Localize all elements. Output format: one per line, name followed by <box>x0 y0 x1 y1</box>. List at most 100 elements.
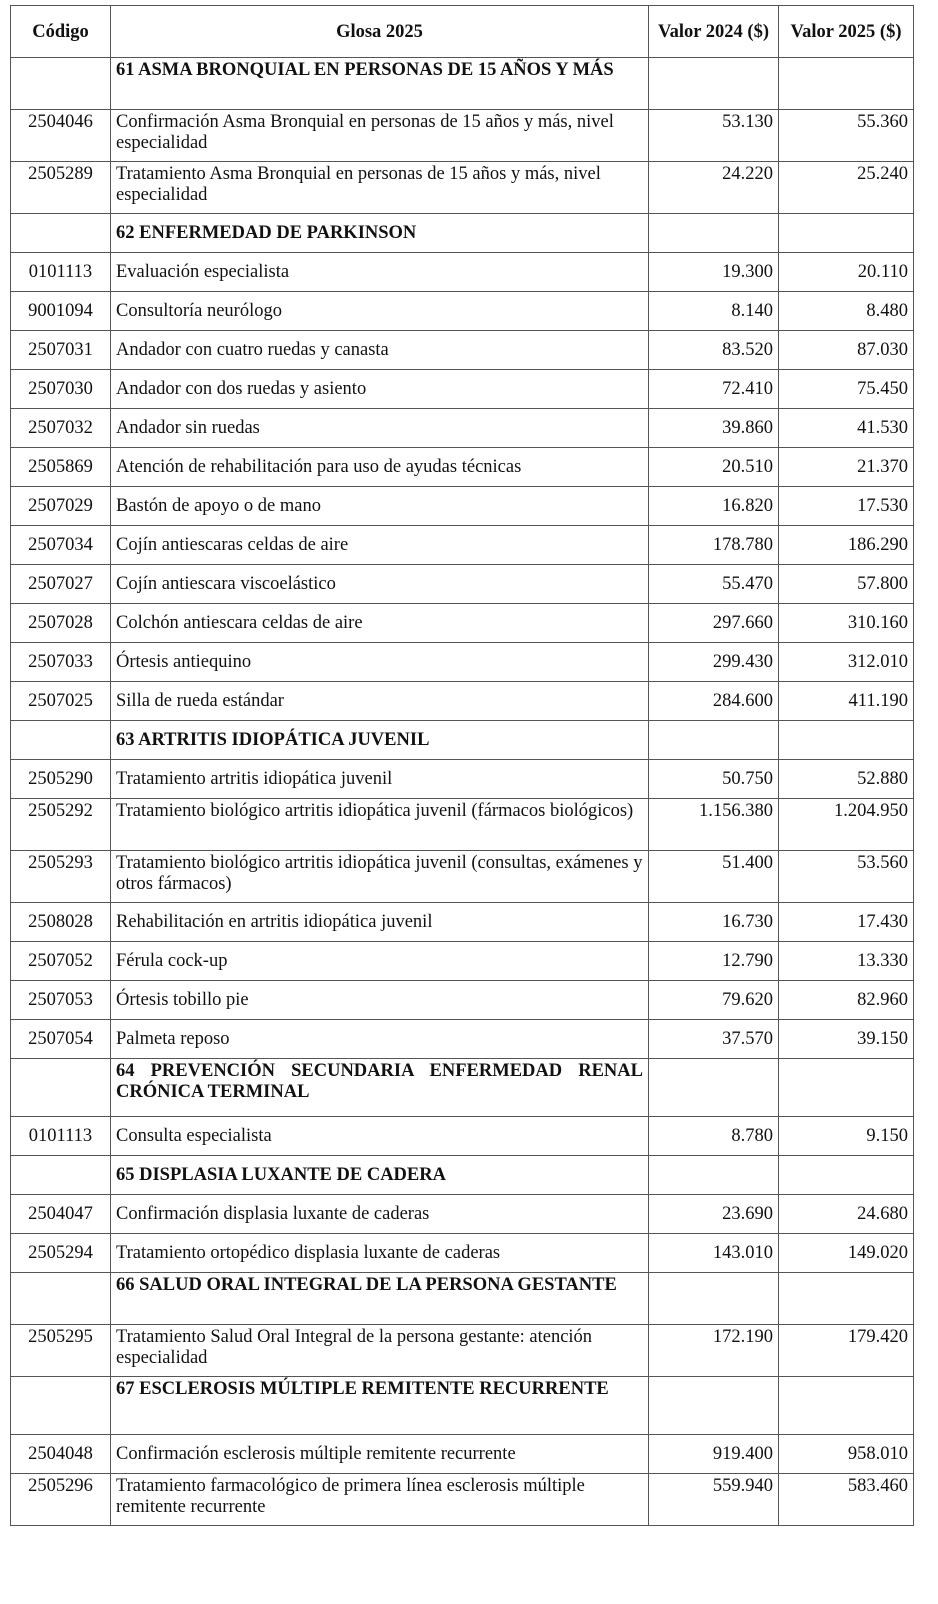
empty-cell <box>778 57 914 110</box>
valor-2025-cell: 583.460 <box>778 1473 914 1526</box>
glosa-cell: Atención de rehabilitación para uso de a… <box>110 447 649 487</box>
table-row: 2507027 Cojín antiescara viscoelástico 55.… <box>10 564 914 604</box>
glosa-cell: Tratamiento biológico artritis idiopátic… <box>110 850 649 903</box>
code-cell: 2505295 <box>10 1324 111 1377</box>
glosa-cell: Cojín antiescara viscoelástico <box>110 564 649 604</box>
glosa-cell: Colchón antiescara celdas de aire <box>110 603 649 643</box>
table-row: 2508028 Rehabilitación en artritis idiopá… <box>10 902 914 942</box>
valor-2024-cell: 53.130 <box>648 109 779 162</box>
glosa-cell: Rehabilitación en artritis idiopática ju… <box>110 902 649 942</box>
table-row: 2507033 Órtesis antiequino 299.430 312.010 <box>10 642 914 682</box>
section-title: 61 ASMA BRONQUIAL EN PERSONAS DE 15 AÑOS… <box>110 57 649 110</box>
valor-2025-cell: 57.800 <box>778 564 914 604</box>
code-cell: 2507030 <box>10 369 111 409</box>
empty-cell <box>10 1058 111 1117</box>
valor-2024-cell: 16.820 <box>648 486 779 526</box>
glosa-cell: Tratamiento ortopédico displasia luxante… <box>110 1233 649 1273</box>
code-cell: 2505292 <box>10 798 111 851</box>
empty-cell <box>778 1155 914 1195</box>
glosa-cell: Tratamiento Asma Bronquial en personas d… <box>110 161 649 214</box>
glosa-cell: Andador con dos ruedas y asiento <box>110 369 649 409</box>
code-cell: 2507053 <box>10 980 111 1020</box>
empty-cell <box>10 720 111 760</box>
valor-2024-cell: 284.600 <box>648 681 779 721</box>
valor-2025-cell: 411.190 <box>778 681 914 721</box>
valor-2024-cell: 8.780 <box>648 1116 779 1156</box>
glosa-cell: Tratamiento Salud Oral Integral de la pe… <box>110 1324 649 1377</box>
code-cell: 0101113 <box>10 252 111 292</box>
code-cell: 2505296 <box>10 1473 111 1526</box>
valor-2025-cell: 24.680 <box>778 1194 914 1234</box>
code-cell: 2507052 <box>10 941 111 981</box>
code-cell: 2505289 <box>10 161 111 214</box>
code-cell: 2507025 <box>10 681 111 721</box>
valor-2025-cell: 13.330 <box>778 941 914 981</box>
table-row: 2507054 Palmeta reposo 37.570 39.150 <box>10 1019 914 1059</box>
valor-2024-cell: 37.570 <box>648 1019 779 1059</box>
empty-cell <box>648 57 779 110</box>
code-cell: 2507027 <box>10 564 111 604</box>
glosa-cell: Cojín antiescaras celdas de aire <box>110 525 649 565</box>
empty-cell <box>648 1155 779 1195</box>
code-cell: 2505290 <box>10 759 111 799</box>
table-row: 2505290 Tratamiento artritis idiopática j… <box>10 759 914 799</box>
section-title: 62 ENFERMEDAD DE PARKINSON <box>110 213 649 253</box>
valor-2025-cell: 87.030 <box>778 330 914 370</box>
glosa-cell: Andador sin ruedas <box>110 408 649 448</box>
valor-2024-cell: 39.860 <box>648 408 779 448</box>
table-row: 2505295 Tratamiento Salud Oral Integral d… <box>10 1324 914 1377</box>
valor-2025-cell: 8.480 <box>778 291 914 331</box>
section-row: 64 PREVENCIÓN SECUNDARIA ENFERMEDAD RENA… <box>10 1058 914 1117</box>
section-title: 63 ARTRITIS IDIOPÁTICA JUVENIL <box>110 720 649 760</box>
table-row: 0101113 Evaluación especialista 19.300 20.1… <box>10 252 914 292</box>
glosa-cell: Palmeta reposo <box>110 1019 649 1059</box>
valor-2024-cell: 1.156.380 <box>648 798 779 851</box>
valor-2025-cell: 179.420 <box>778 1324 914 1377</box>
table-row: 2507028 Colchón antiescara celdas de aire… <box>10 603 914 643</box>
code-cell: 2504047 <box>10 1194 111 1234</box>
table-row: 9001094 Consultoría neurólogo 8.140 8.480 <box>10 291 914 331</box>
section-row: 63 ARTRITIS IDIOPÁTICA JUVENIL <box>10 720 914 760</box>
section-title: 66 SALUD ORAL INTEGRAL DE LA PERSONA GES… <box>110 1272 649 1325</box>
valor-2024-cell: 8.140 <box>648 291 779 331</box>
valor-2025-cell: 20.110 <box>778 252 914 292</box>
section-row: 67 ESCLEROSIS MÚLTIPLE REMITENTE RECURRE… <box>10 1376 914 1435</box>
valor-2025-cell: 149.020 <box>778 1233 914 1273</box>
glosa-cell: Tratamiento biológico artritis idiopátic… <box>110 798 649 851</box>
glosa-cell: Bastón de apoyo o de mano <box>110 486 649 526</box>
table-row: 2507053 Órtesis tobillo pie 79.620 82.960 <box>10 980 914 1020</box>
empty-cell <box>648 213 779 253</box>
table-row: 2504047 Confirmación displasia luxante de… <box>10 1194 914 1234</box>
section-row: 62 ENFERMEDAD DE PARKINSON <box>10 213 914 253</box>
header-row: Código Glosa 2025 Valor 2024 ($) Valor 2… <box>10 5 914 58</box>
header-valor-2024: Valor 2024 ($) <box>648 5 779 58</box>
table-row: 2505292 Tratamiento biológico artritis id… <box>10 798 914 851</box>
empty-cell <box>648 1376 779 1435</box>
glosa-cell: Confirmación displasia luxante de cadera… <box>110 1194 649 1234</box>
glosa-cell: Evaluación especialista <box>110 252 649 292</box>
code-cell: 2504046 <box>10 109 111 162</box>
empty-cell <box>778 1058 914 1117</box>
glosa-cell: Confirmación Asma Bronquial en personas … <box>110 109 649 162</box>
valor-2025-cell: 52.880 <box>778 759 914 799</box>
header-code: Código <box>10 5 111 58</box>
valor-2025-cell: 21.370 <box>778 447 914 487</box>
table-row: 2504048 Confirmación esclerosis múltiple … <box>10 1434 914 1474</box>
glosa-cell: Tratamiento farmacológico de primera lín… <box>110 1473 649 1526</box>
table-row: 2505293 Tratamiento biológico artritis id… <box>10 850 914 903</box>
empty-cell <box>10 1376 111 1435</box>
table-row: 2507034 Cojín antiescaras celdas de aire 1… <box>10 525 914 565</box>
code-cell: 2507028 <box>10 603 111 643</box>
glosa-cell: Consulta especialista <box>110 1116 649 1156</box>
empty-cell <box>778 213 914 253</box>
empty-cell <box>648 1058 779 1117</box>
price-table: Código Glosa 2025 Valor 2024 ($) Valor 2… <box>10 5 914 1526</box>
valor-2024-cell: 50.750 <box>648 759 779 799</box>
valor-2025-cell: 55.360 <box>778 109 914 162</box>
section-title: 64 PREVENCIÓN SECUNDARIA ENFERMEDAD RENA… <box>110 1058 649 1117</box>
glosa-cell: Órtesis antiequino <box>110 642 649 682</box>
table-row: 2507031 Andador con cuatro ruedas y canas… <box>10 330 914 370</box>
section-title: 65 DISPLASIA LUXANTE DE CADERA <box>110 1155 649 1195</box>
valor-2025-cell: 958.010 <box>778 1434 914 1474</box>
valor-2025-cell: 17.530 <box>778 486 914 526</box>
